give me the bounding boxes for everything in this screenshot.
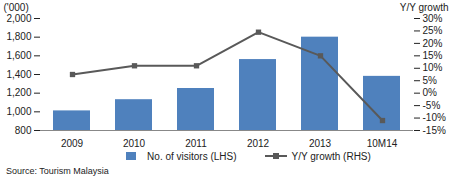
svg-text:0%: 0% bbox=[423, 87, 438, 98]
svg-text:30%: 30% bbox=[423, 13, 443, 24]
svg-text:1,000: 1,000 bbox=[6, 106, 31, 117]
svg-text:2011: 2011 bbox=[185, 138, 207, 148]
svg-text:800: 800 bbox=[15, 125, 32, 136]
svg-text:1,200: 1,200 bbox=[6, 87, 31, 98]
html-text:Source: Tourism Malaysia: Source: Tourism Malaysia bbox=[6, 166, 109, 176]
svg-text:Y/Y growth: Y/Y growth bbox=[400, 2, 449, 13]
svg-text:('000): ('000) bbox=[4, 2, 29, 13]
svg-text:2,000: 2,000 bbox=[6, 13, 31, 24]
svg-text:1,800: 1,800 bbox=[6, 31, 31, 42]
svg-text:2009: 2009 bbox=[61, 138, 84, 148]
svg-text:2010: 2010 bbox=[123, 138, 146, 148]
svg-text:-10%: -10% bbox=[423, 112, 446, 123]
svg-text:10M14: 10M14 bbox=[367, 138, 398, 148]
svg-text:-5%: -5% bbox=[423, 100, 441, 111]
svg-text:20%: 20% bbox=[423, 38, 443, 49]
svg-text:25%: 25% bbox=[423, 25, 443, 36]
html-text:Y/Y growth (RHS): Y/Y growth (RHS) bbox=[291, 150, 371, 162]
svg-text:5%: 5% bbox=[423, 75, 438, 86]
svg-text:-15%: -15% bbox=[423, 125, 446, 136]
svg-text:2013: 2013 bbox=[309, 138, 332, 148]
svg-text:1,600: 1,600 bbox=[6, 50, 31, 61]
html-text:No. of visitors (LHS): No. of visitors (LHS) bbox=[147, 150, 237, 162]
svg-text:1,400: 1,400 bbox=[6, 69, 31, 80]
svg-text:15%: 15% bbox=[423, 50, 443, 61]
svg-text:2012: 2012 bbox=[247, 138, 270, 148]
svg-text:10%: 10% bbox=[423, 62, 443, 73]
